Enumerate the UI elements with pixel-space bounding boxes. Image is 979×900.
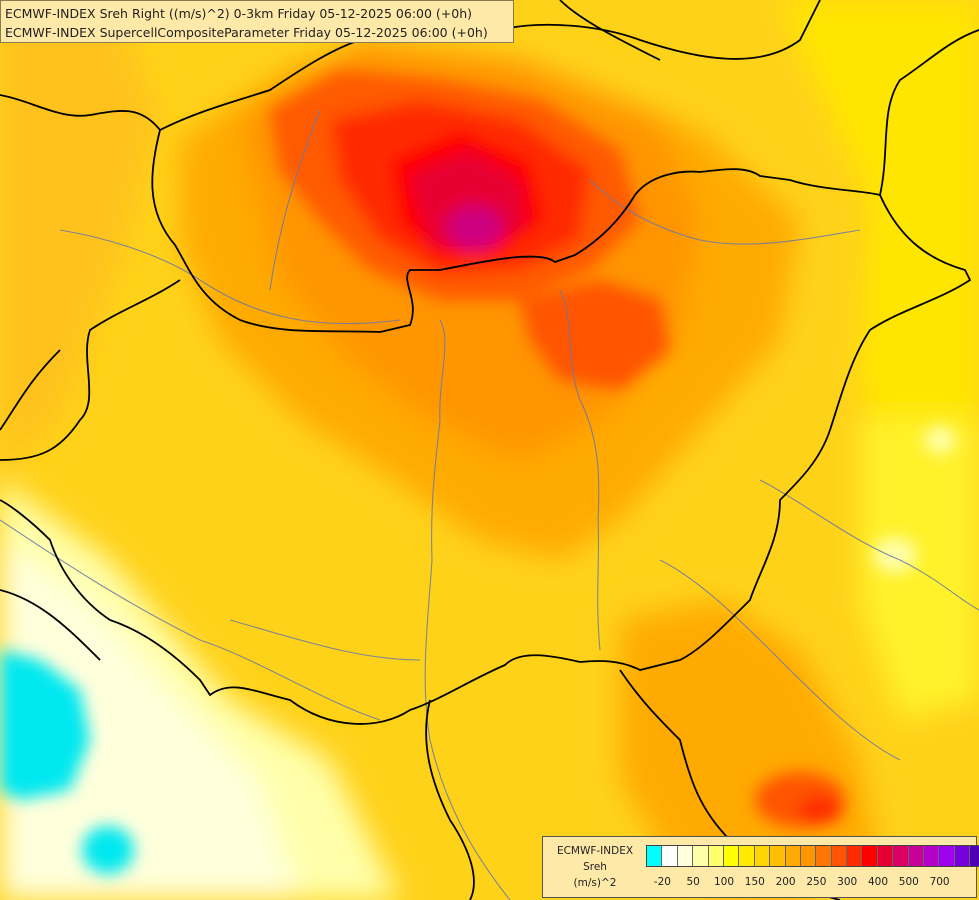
legend-swatch — [770, 846, 786, 866]
legend-tick-label: 700 — [929, 876, 950, 888]
legend-tick-label: 150 — [744, 876, 765, 888]
title-line-1: ECMWF-INDEX Sreh Right ((m/s)^2) 0-3km F… — [5, 6, 473, 21]
title-box: ECMWF-INDEX Sreh Right ((m/s)^2) 0-3km F… — [0, 0, 514, 43]
legend-swatch — [847, 846, 863, 866]
legend-swatch — [924, 846, 940, 866]
legend-swatch — [739, 846, 755, 866]
legend-tick-label: 250 — [806, 876, 827, 888]
legend-swatch — [647, 846, 663, 866]
legend-swatch — [939, 846, 955, 866]
legend-swatch — [877, 846, 894, 866]
legend-tick-label: 300 — [837, 876, 858, 888]
legend-tick-label: 50 — [686, 876, 700, 888]
legend-swatch — [662, 846, 678, 866]
legend-swatch — [893, 846, 909, 866]
rivers — [0, 109, 979, 900]
legend-unit: (m/s)^2 — [573, 877, 617, 889]
legend-swatch — [723, 846, 740, 866]
legend-swatch — [970, 846, 979, 866]
legend-swatch — [708, 846, 724, 866]
legend-tick-label: 100 — [713, 876, 735, 888]
legend-swatch — [816, 846, 832, 866]
legend-swatch — [677, 846, 694, 866]
legend-swatch — [800, 846, 817, 866]
legend-source: ECMWF-INDEX — [556, 845, 634, 857]
legend-tick-label: 200 — [775, 876, 796, 888]
legend-tick-label: 500 — [898, 876, 919, 888]
legend-swatch — [831, 846, 848, 866]
color-legend: ECMWF-INDEX Sreh (m/s)^2 -20 50 100 150 200 2… — [542, 836, 979, 898]
low-values — [0, 426, 956, 874]
legend-swatch — [785, 846, 801, 866]
legend-tick-label: -20 — [653, 876, 671, 888]
legend-swatch — [908, 846, 925, 866]
legend-ticks: -20 50 100 150 200 250 300 400 500 700 — [646, 876, 976, 892]
legend-swatch — [954, 846, 971, 866]
legend-swatch — [693, 846, 709, 866]
legend-swatches — [646, 845, 979, 867]
legend-swatch — [862, 846, 878, 866]
legend-tick-label: 400 — [867, 876, 889, 888]
legend-variable: Sreh — [583, 861, 607, 873]
title-line-2: ECMWF-INDEX SupercellCompositeParameter … — [5, 25, 488, 40]
legend-swatch — [754, 846, 771, 866]
